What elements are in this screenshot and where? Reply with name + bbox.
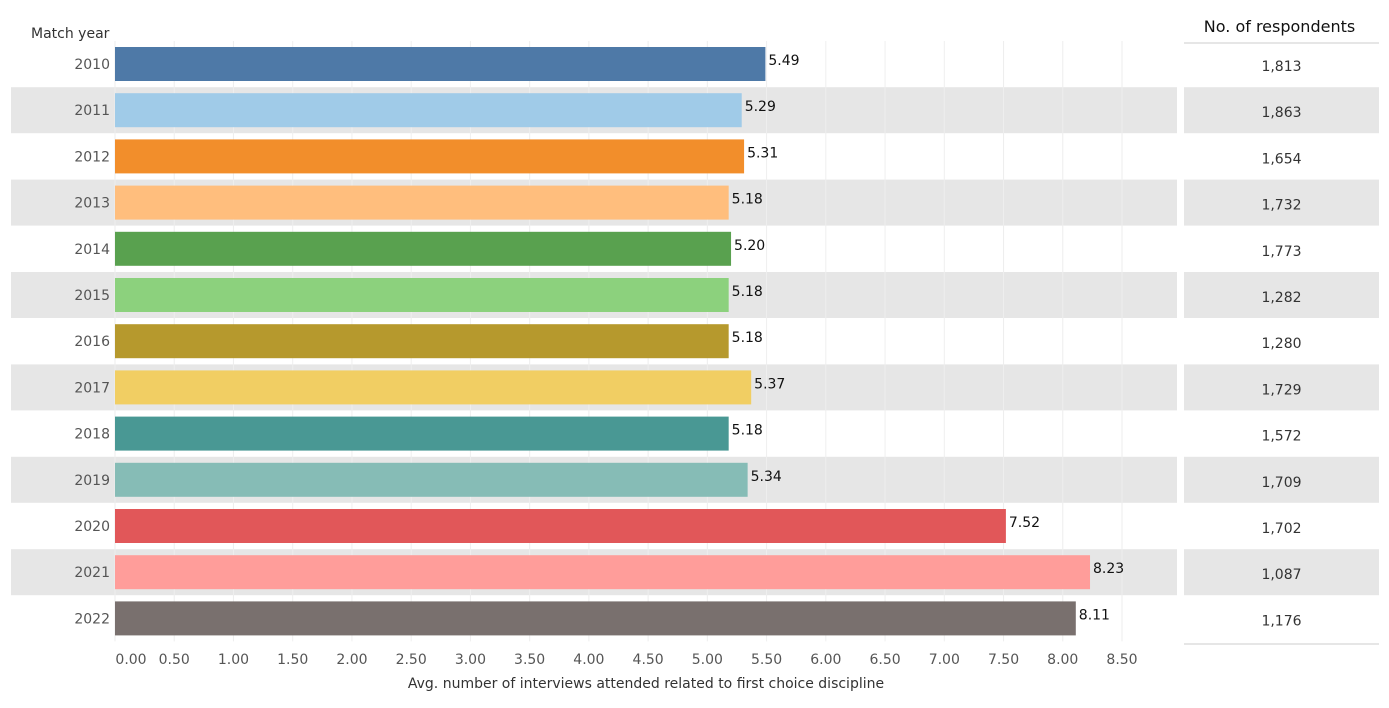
year-label: 2018: [74, 427, 110, 443]
x-tick-label: 2.00: [336, 652, 367, 668]
year-label: 2016: [74, 334, 110, 350]
respondent-count: 1,282: [1261, 290, 1301, 306]
value-label: 5.18: [732, 423, 763, 439]
respondent-count: 1,729: [1261, 382, 1301, 398]
respondent-count: 1,813: [1261, 59, 1301, 75]
bar: [115, 601, 1076, 636]
value-label: 5.31: [747, 145, 778, 161]
x-tick-label: 8.50: [1106, 652, 1137, 668]
y-axis-title: Match year: [31, 26, 110, 42]
x-tick-label: 2.50: [396, 652, 427, 668]
bar: [115, 416, 729, 451]
respondent-count: 1,280: [1261, 336, 1301, 352]
bar: [115, 370, 752, 405]
value-label: 5.34: [751, 469, 782, 485]
x-tick-label: 7.00: [929, 652, 960, 668]
x-tick-label: 4.00: [573, 652, 604, 668]
year-label: 2019: [74, 473, 110, 489]
bar: [115, 278, 729, 312]
year-label: 2022: [74, 611, 110, 627]
x-tick-label: 6.00: [810, 652, 841, 668]
respondent-count: 1,654: [1261, 151, 1301, 167]
value-label: 7.52: [1009, 515, 1040, 531]
respondent-count: 1,773: [1261, 244, 1301, 260]
respondent-count: 1,863: [1261, 105, 1301, 121]
x-tick-label: 4.50: [633, 652, 664, 668]
value-label: 5.49: [768, 53, 799, 69]
respondent-count: 1,709: [1261, 475, 1301, 491]
bar: [115, 185, 729, 220]
respondent-band: [1184, 179, 1379, 226]
value-label: 5.20: [734, 238, 765, 254]
value-label: 5.37: [754, 376, 785, 392]
value-label: 5.18: [732, 330, 763, 346]
year-label: 2013: [74, 196, 110, 212]
respondent-count: 1,572: [1261, 429, 1301, 445]
bar: [115, 139, 745, 174]
bar: [115, 324, 729, 359]
bar: [115, 509, 1006, 543]
respondent-count: 1,702: [1261, 521, 1301, 537]
x-tick-label: 6.50: [869, 652, 900, 668]
value-label: 8.11: [1079, 607, 1110, 623]
value-label: 5.18: [732, 192, 763, 208]
respondent-band: [1184, 272, 1379, 318]
value-label: 8.23: [1093, 561, 1124, 577]
x-tick-label: 3.50: [514, 652, 545, 668]
respondent-band: [1184, 549, 1379, 596]
value-label: 5.18: [732, 284, 763, 300]
year-label: 2011: [74, 103, 110, 119]
year-label: 2017: [74, 380, 110, 396]
respondent-count: 1,176: [1261, 613, 1301, 629]
x-tick-label: 5.00: [692, 652, 723, 668]
bar: [115, 47, 766, 81]
year-label: 2020: [74, 519, 110, 535]
year-label: 2014: [74, 242, 110, 258]
x-tick-label: 0.50: [159, 652, 190, 668]
x-tick-label: 1.50: [277, 652, 308, 668]
bar: [115, 231, 732, 266]
x-tick-label: 5.50: [751, 652, 782, 668]
bar: [115, 93, 742, 128]
respondent-count: 1,087: [1261, 567, 1301, 583]
x-tick-label: 7.50: [988, 652, 1019, 668]
x-axis-title: Avg. number of interviews attended relat…: [408, 676, 884, 692]
respondent-count: 1,732: [1261, 198, 1301, 214]
respondent-band: [1184, 456, 1379, 503]
x-tick-label: 1.00: [218, 652, 249, 668]
respondents-title: No. of respondents: [1204, 17, 1355, 36]
x-tick-label: 3.00: [455, 652, 486, 668]
x-tick-label: 0.00: [115, 652, 146, 668]
bar: [115, 462, 748, 497]
year-label: 2015: [74, 288, 110, 304]
year-label: 2021: [74, 565, 110, 581]
year-label: 2010: [74, 57, 110, 73]
year-label: 2012: [74, 149, 110, 165]
x-tick-label: 8.00: [1047, 652, 1078, 668]
respondent-band: [1184, 364, 1379, 411]
value-label: 5.29: [745, 99, 776, 115]
bar: [115, 555, 1091, 590]
respondent-band: [1184, 87, 1379, 134]
